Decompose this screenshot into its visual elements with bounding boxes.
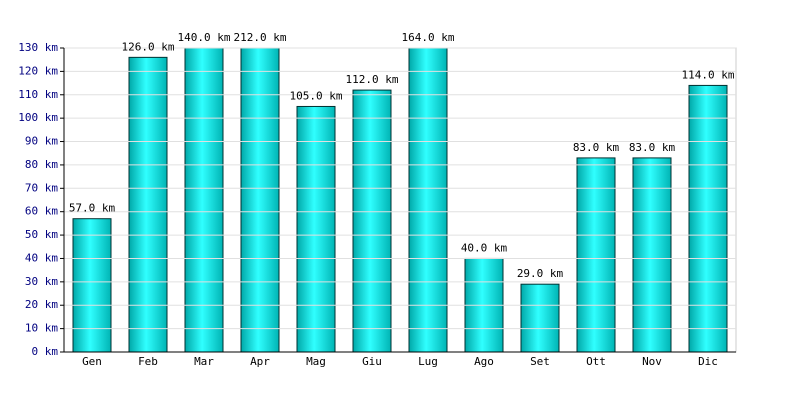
x-tick-label: Ott [586,355,606,368]
x-tick-label: Giu [362,355,382,368]
y-tick-label: 30 km [25,275,58,288]
value-label: 105.0 km [290,89,343,102]
bars [72,48,728,352]
value-label: 164.0 km [402,31,455,44]
bar [296,105,336,352]
bar [128,56,168,352]
bar [632,157,672,352]
value-label: 140.0 km [178,31,231,44]
value-label: 57.0 km [69,202,116,215]
bar [72,218,112,352]
y-tick-label: 90 km [25,135,58,148]
plot-area [63,47,737,353]
value-label: 83.0 km [573,141,620,154]
value-label: 29.0 km [517,267,564,280]
bar [688,84,728,352]
y-tick-label: 120 km [18,64,58,77]
x-tick-label: Mag [306,355,326,368]
bar [240,48,280,352]
value-label: 40.0 km [461,241,508,254]
y-tick-label: 60 km [25,205,58,218]
x-tick-label: Set [530,355,550,368]
x-tick-label: Nov [642,355,662,368]
value-label: 83.0 km [629,141,676,154]
bar [352,89,392,352]
y-tick-label: 80 km [25,158,58,171]
x-tick-label: Feb [138,355,158,368]
y-tick-label: 130 km [18,41,58,54]
y-tick-label: 40 km [25,251,58,264]
value-label: 212.0 km [234,31,287,44]
x-tick-label: Ago [474,355,494,368]
y-tick-label: 70 km [25,181,58,194]
bar [408,48,448,352]
x-tick-label: Dic [698,355,718,368]
y-tick-label: 110 km [18,88,58,101]
bar [576,157,616,352]
x-tick-label: Lug [418,355,438,368]
x-tick-label: Mar [194,355,214,368]
x-tick-label: Gen [82,355,102,368]
value-label: 114.0 km [682,68,735,81]
y-tick-label: 0 km [32,345,59,358]
y-tick-label: 20 km [25,298,58,311]
value-label: 126.0 km [122,40,175,53]
y-tick-label: 10 km [25,322,58,335]
y-tick-label: 50 km [25,228,58,241]
y-tick-label: 100 km [18,111,58,124]
value-label: 112.0 km [346,73,399,86]
x-tick-label: Apr [250,355,270,368]
bar [520,283,560,352]
